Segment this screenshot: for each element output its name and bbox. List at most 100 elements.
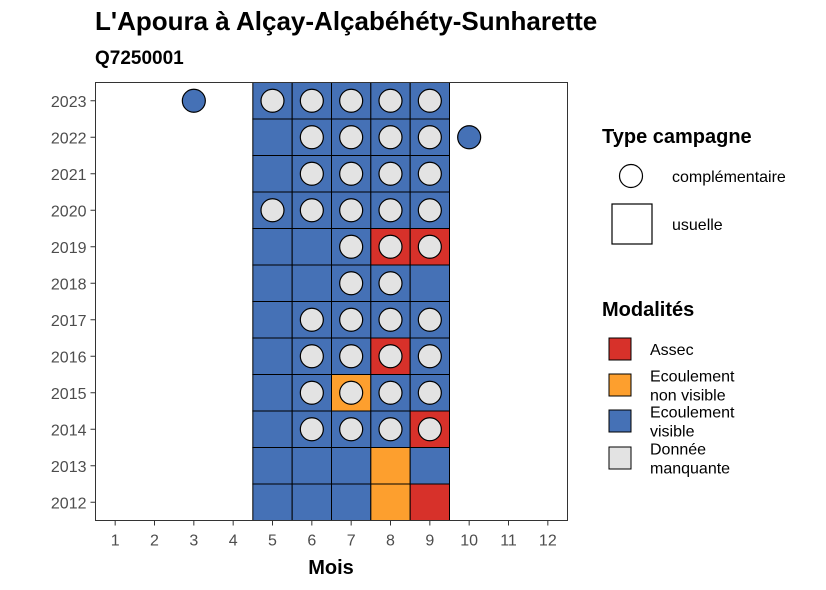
x-axis-title: Mois (308, 557, 354, 579)
point-2016-6 (299, 344, 324, 369)
point-2023-9 (417, 88, 442, 113)
tile-2014-5 (252, 410, 293, 448)
tile-2022-6 (291, 118, 332, 156)
legend-key-ecoulement-non-visible (608, 373, 632, 397)
point-2019-8 (378, 234, 403, 259)
tile-2013-6 (291, 447, 332, 485)
tile-2012-5 (252, 483, 293, 521)
legend-key-assec (608, 337, 632, 361)
legend-label-donnee-manquante: Donnée (650, 442, 706, 459)
x-tick-label: 6 (307, 533, 316, 550)
point-2017-9 (417, 307, 442, 332)
y-tick-label: 2022 (51, 130, 87, 147)
y-tick-label: 2023 (51, 94, 87, 111)
x-tick-label: 11 (500, 533, 517, 550)
x-axis: 1 2 3 4 5 6 7 8 9 10 11 12 (111, 520, 557, 550)
tile-2013-5 (252, 447, 293, 485)
point-2016-7 (339, 344, 364, 369)
x-tick-label: 2 (150, 533, 159, 550)
point-2022-8 (378, 125, 403, 150)
tile-2017-5 (252, 301, 293, 339)
tile-2012-6 (291, 483, 332, 521)
tile-2019-5 (252, 228, 293, 266)
tile-2018-6 (291, 264, 332, 302)
y-tick-label: 2014 (51, 422, 87, 439)
point-2017-8 (378, 307, 403, 332)
point-2021-8 (378, 161, 403, 186)
legend-label-ecoulement-non-visible: Ecoulement (650, 369, 735, 386)
point-2020-7 (339, 198, 364, 223)
point-2020-5 (260, 198, 285, 223)
point-2020-6 (299, 198, 324, 223)
y-tick-label: 2013 (51, 459, 87, 476)
point-2021-7 (339, 161, 364, 186)
point-2018-7 (339, 271, 364, 296)
legend-shape-label-complementaire: complémentaire (672, 169, 786, 186)
point-2023-8 (378, 88, 403, 113)
legend-label-ecoulement-non-visible: non visible (650, 388, 726, 405)
tile-2013-7 (331, 447, 372, 485)
point-2021-9 (417, 161, 442, 186)
points-layer (181, 88, 482, 442)
point-2014-8 (378, 417, 403, 442)
tile-2012-9 (409, 483, 450, 521)
point-2023-3 (181, 88, 206, 113)
tile-2018-9 (409, 264, 450, 302)
point-2018-8 (378, 271, 403, 296)
point-2022-10 (457, 125, 482, 150)
tile-2019-6 (291, 228, 332, 266)
legend-label-donnee-manquante: manquante (650, 461, 730, 478)
chart-title: L'Apoura à Alçay-Alçabéhéty-Sunharette (95, 6, 597, 36)
point-2016-8 (378, 344, 403, 369)
y-tick-label: 2017 (51, 313, 87, 330)
point-2020-9 (417, 198, 442, 223)
x-tick-label: 4 (229, 533, 238, 550)
x-tick-label: 5 (268, 533, 277, 550)
y-axis: 2012 2013 2014 2015 2016 2017 2018 2019 2020 2021… (51, 94, 96, 512)
point-2014-7 (339, 417, 364, 442)
x-tick-label: 7 (347, 533, 356, 550)
point-2015-6 (299, 380, 324, 405)
y-tick-label: 2015 (51, 386, 87, 403)
legend-label-assec: Assec (650, 342, 694, 359)
tile-2012-8 (370, 483, 411, 521)
y-tick-label: 2021 (51, 167, 87, 184)
tile-2015-5 (252, 374, 293, 412)
point-2023-6 (299, 88, 324, 113)
tile-2018-5 (252, 264, 293, 302)
point-2014-6 (299, 417, 324, 442)
x-tick-label: 12 (539, 533, 557, 550)
point-2022-7 (339, 125, 364, 150)
x-tick-label: 1 (111, 533, 120, 550)
point-2023-5 (260, 88, 285, 113)
y-tick-label: 2020 (51, 203, 87, 220)
legend-type-campagne: Type campagne complémentaire usuelle (602, 126, 786, 245)
point-2015-7 (339, 380, 364, 405)
point-2022-9 (417, 125, 442, 150)
point-2022-6 (299, 125, 324, 150)
x-tick-label: 8 (386, 533, 395, 550)
legend-key-donnee-manquante (608, 446, 632, 470)
tile-2012-7 (331, 483, 372, 521)
x-tick-label: 3 (189, 533, 198, 550)
point-2019-9 (417, 234, 442, 259)
point-2015-8 (378, 380, 403, 405)
x-tick-label: 9 (425, 533, 434, 550)
y-tick-label: 2016 (51, 349, 87, 366)
chart-subtitle: Q7250001 (95, 48, 184, 69)
legend-shape-title: Type campagne (602, 126, 752, 148)
legend-label-ecoulement-visible: visible (650, 424, 695, 441)
point-2014-9 (417, 417, 442, 442)
y-tick-label: 2012 (51, 495, 87, 512)
point-2017-6 (299, 307, 324, 332)
point-2021-6 (299, 161, 324, 186)
tile-2022-5 (252, 118, 293, 156)
tile-2013-9 (409, 447, 450, 485)
point-2019-7 (339, 234, 364, 259)
legend-key-ecoulement-visible (608, 409, 632, 433)
y-tick-label: 2019 (51, 240, 87, 257)
point-2020-8 (378, 198, 403, 223)
legend-shape-label-usuelle: usuelle (672, 217, 723, 234)
point-2016-9 (417, 344, 442, 369)
